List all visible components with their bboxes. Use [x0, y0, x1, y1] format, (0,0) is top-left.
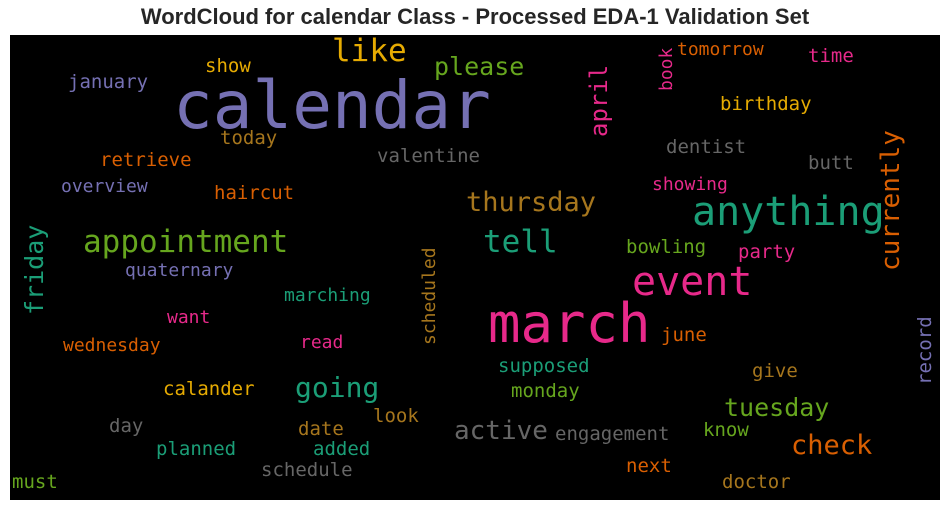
word-scheduled: scheduled: [419, 247, 440, 345]
word-check: check: [791, 430, 873, 461]
word-quaternary: quaternary: [125, 260, 234, 281]
word-like: like: [332, 35, 407, 69]
word-engagement: engagement: [555, 423, 670, 445]
word-doctor: doctor: [722, 471, 791, 493]
word-show: show: [205, 55, 251, 77]
word-marching: marching: [284, 285, 371, 306]
word-date: date: [298, 418, 344, 440]
word-overview: overview: [61, 176, 148, 197]
word-going: going: [295, 371, 380, 404]
word-april: april: [585, 64, 613, 137]
word-march: march: [488, 292, 651, 355]
word-retrieve: retrieve: [100, 149, 192, 171]
word-supposed: supposed: [498, 355, 590, 377]
word-calendar: calendar: [173, 67, 491, 144]
word-book: book: [656, 47, 677, 91]
word-tomorrow: tomorrow: [677, 39, 764, 60]
word-cloud: calendar march anything event appointmen…: [10, 35, 940, 500]
word-must: must: [12, 471, 58, 493]
word-wednesday: wednesday: [63, 335, 161, 356]
word-time: time: [808, 45, 854, 67]
word-birthday: birthday: [720, 93, 812, 115]
word-know: know: [703, 419, 749, 441]
word-added: added: [313, 438, 371, 460]
word-appointment: appointment: [83, 224, 289, 260]
word-friday: friday: [20, 224, 49, 315]
word-monday: monday: [511, 380, 580, 402]
word-thursday: thursday: [466, 187, 597, 218]
word-haircut: haircut: [214, 182, 295, 204]
chart-title: WordCloud for calendar Class - Processed…: [140, 4, 810, 29]
word-tuesday: tuesday: [724, 393, 830, 422]
word-bowling: bowling: [626, 236, 707, 258]
word-record: record: [914, 316, 936, 385]
word-january: january: [68, 71, 149, 93]
word-please: please: [434, 52, 525, 81]
word-read: read: [300, 332, 344, 353]
word-anything: anything: [692, 189, 885, 235]
word-showing: showing: [652, 174, 728, 195]
word-want: want: [167, 307, 211, 328]
word-give: give: [752, 360, 798, 382]
word-planned: planned: [156, 438, 237, 460]
word-schedule: schedule: [261, 459, 353, 481]
word-party: party: [738, 241, 796, 263]
word-today: today: [220, 127, 278, 149]
word-june: june: [661, 324, 707, 346]
word-butt: butt: [808, 152, 854, 174]
word-next: next: [626, 455, 672, 477]
word-active: active: [454, 416, 548, 446]
word-look: look: [373, 405, 419, 427]
word-dentist: dentist: [666, 136, 747, 158]
word-currently: currently: [876, 130, 906, 271]
word-tell: tell: [483, 224, 558, 260]
word-calander: calander: [163, 378, 255, 400]
word-day: day: [109, 415, 144, 437]
word-valentine: valentine: [377, 145, 480, 167]
word-event: event: [632, 259, 753, 305]
